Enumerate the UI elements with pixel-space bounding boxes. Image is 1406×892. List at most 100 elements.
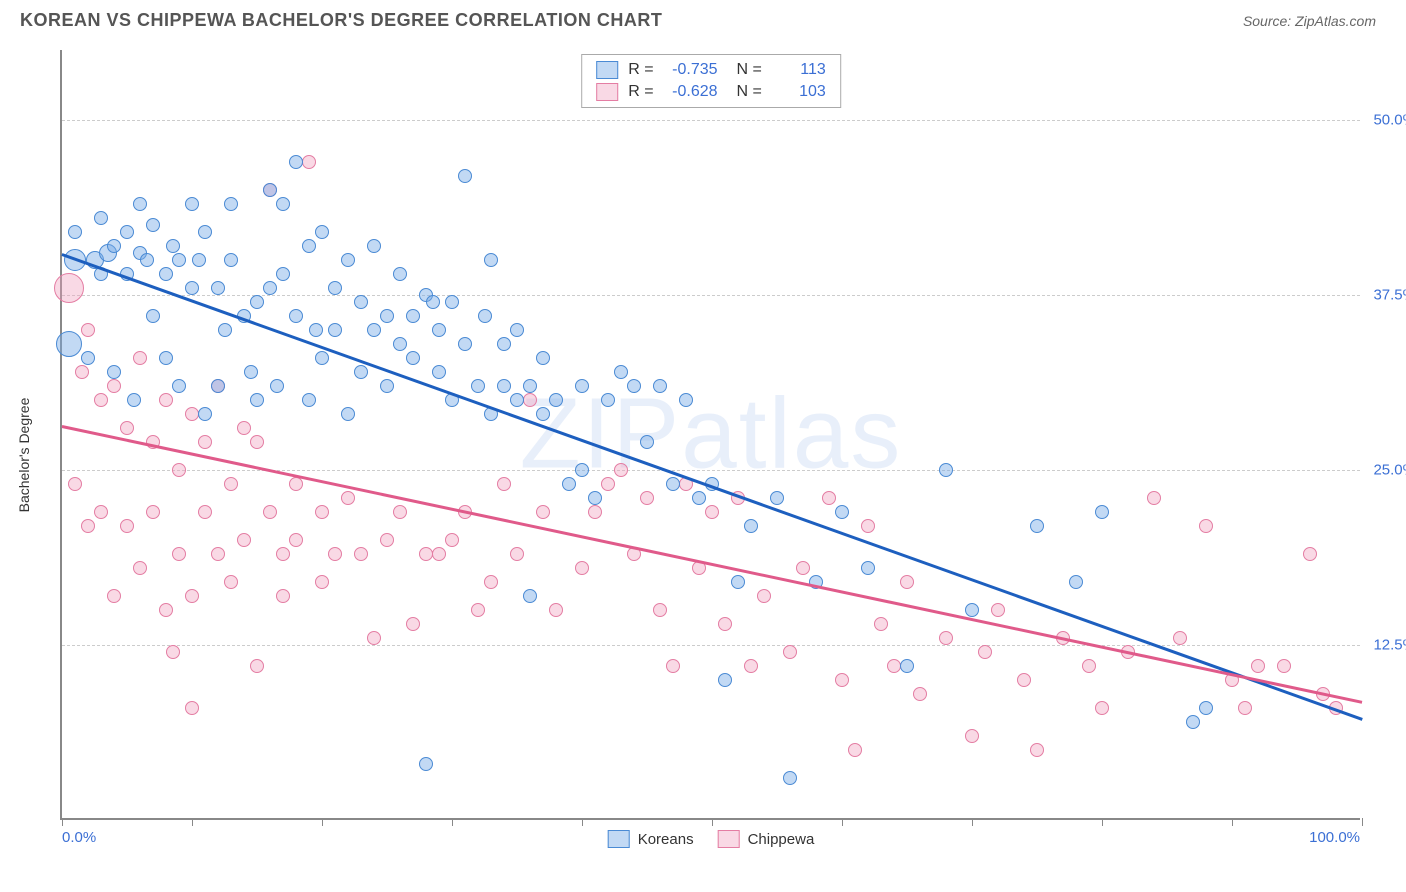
data-point [224, 477, 238, 491]
data-point [315, 505, 329, 519]
data-point [166, 645, 180, 659]
data-point [341, 407, 355, 421]
data-point [380, 309, 394, 323]
data-point [1277, 659, 1291, 673]
y-tick-label: 50.0% [1366, 112, 1406, 129]
data-point [705, 505, 719, 519]
data-point [458, 337, 472, 351]
data-point [510, 323, 524, 337]
x-tick [1102, 818, 1103, 826]
data-point [1238, 701, 1252, 715]
data-point [159, 267, 173, 281]
data-point [159, 351, 173, 365]
data-point [328, 281, 342, 295]
data-point [237, 421, 251, 435]
data-point [211, 281, 225, 295]
data-point [510, 547, 524, 561]
data-point [1017, 673, 1031, 687]
legend-n-value: 113 [772, 61, 826, 79]
data-point [588, 491, 602, 505]
correlation-legend: R =-0.735 N =113R =-0.628 N =103 [581, 54, 841, 108]
data-point [263, 505, 277, 519]
legend-r-label: R = [628, 61, 653, 79]
data-point [432, 323, 446, 337]
y-tick-label: 37.5% [1366, 287, 1406, 304]
data-point [354, 365, 368, 379]
data-point [939, 463, 953, 477]
data-point [263, 281, 277, 295]
data-point [289, 155, 303, 169]
data-point [471, 379, 485, 393]
data-point [81, 351, 95, 365]
data-point [718, 673, 732, 687]
data-point [1095, 701, 1109, 715]
data-point [523, 379, 537, 393]
data-point [107, 365, 121, 379]
data-point [133, 197, 147, 211]
data-point [1095, 505, 1109, 519]
data-point [198, 435, 212, 449]
data-point [94, 211, 108, 225]
data-point [302, 393, 316, 407]
gridline [62, 645, 1360, 646]
data-point [133, 351, 147, 365]
data-point [822, 491, 836, 505]
data-point [68, 477, 82, 491]
data-point [276, 589, 290, 603]
legend-series-name: Chippewa [748, 831, 815, 848]
data-point [744, 519, 758, 533]
data-point [549, 603, 563, 617]
data-point [218, 323, 232, 337]
data-point [484, 575, 498, 589]
data-point [432, 547, 446, 561]
data-point [848, 743, 862, 757]
data-point [354, 295, 368, 309]
data-point [939, 631, 953, 645]
data-point [991, 603, 1005, 617]
legend-swatch [608, 830, 630, 848]
legend-swatch [596, 61, 618, 79]
data-point [575, 463, 589, 477]
data-point [185, 589, 199, 603]
data-point [250, 393, 264, 407]
data-point [1082, 659, 1096, 673]
data-point [54, 273, 84, 303]
data-point [406, 351, 420, 365]
data-point [75, 365, 89, 379]
data-point [224, 197, 238, 211]
data-point [692, 491, 706, 505]
data-point [328, 323, 342, 337]
data-point [510, 393, 524, 407]
data-point [601, 393, 615, 407]
data-point [185, 407, 199, 421]
data-point [185, 281, 199, 295]
data-point [244, 365, 258, 379]
data-point [146, 309, 160, 323]
legend-item: Chippewa [718, 830, 815, 848]
trend-line [62, 253, 1363, 720]
data-point [341, 253, 355, 267]
data-point [478, 309, 492, 323]
data-point [94, 393, 108, 407]
data-point [1186, 715, 1200, 729]
legend-n-value: 103 [772, 83, 826, 101]
data-point [484, 253, 498, 267]
data-point [887, 659, 901, 673]
x-tick [1362, 818, 1363, 826]
data-point [575, 561, 589, 575]
data-point [757, 589, 771, 603]
data-point [497, 379, 511, 393]
data-point [367, 631, 381, 645]
source-label: Source: ZipAtlas.com [1243, 13, 1376, 29]
data-point [666, 477, 680, 491]
x-tick [452, 818, 453, 826]
data-point [874, 617, 888, 631]
data-point [588, 505, 602, 519]
data-point [107, 589, 121, 603]
plot-area: ZIPatlas 0.0% 100.0% R =-0.735 N =113R =… [60, 50, 1360, 820]
data-point [94, 505, 108, 519]
data-point [575, 379, 589, 393]
legend-row: R =-0.735 N =113 [596, 59, 826, 81]
data-point [276, 547, 290, 561]
data-point [497, 337, 511, 351]
